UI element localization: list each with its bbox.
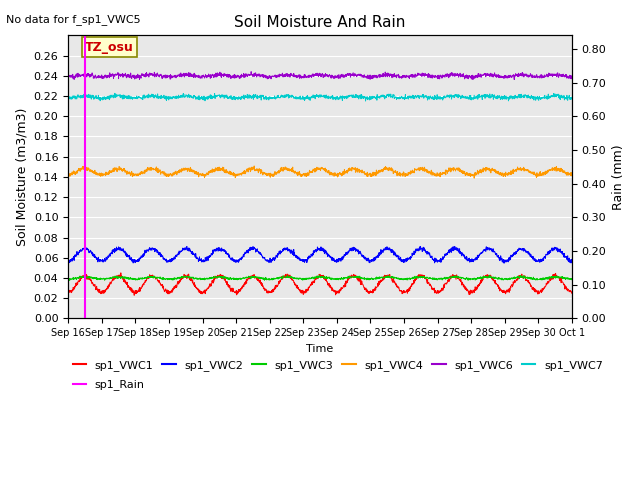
sp1_VWC4 bbox=[310, 167, 317, 173]
Line: sp1_VWC4: sp1_VWC4 bbox=[68, 166, 572, 178]
Line: sp1_VWC3: sp1_VWC3 bbox=[68, 276, 572, 280]
sp1_VWC4 bbox=[64, 173, 72, 179]
sp1_VWC2 bbox=[296, 255, 303, 261]
Title: Soil Moisture And Rain: Soil Moisture And Rain bbox=[234, 15, 406, 30]
sp1_VWC2 bbox=[554, 249, 562, 255]
sp1_VWC1 bbox=[64, 289, 72, 295]
sp1_VWC3 bbox=[568, 277, 576, 283]
Text: TZ_osu: TZ_osu bbox=[85, 40, 134, 53]
sp1_VWC2 bbox=[568, 258, 576, 264]
sp1_VWC7 bbox=[111, 90, 118, 96]
sp1_VWC4 bbox=[90, 170, 98, 176]
sp1_VWC2 bbox=[500, 260, 508, 266]
sp1_VWC7 bbox=[296, 93, 304, 99]
sp1_VWC4 bbox=[296, 171, 304, 177]
sp1_VWC1 bbox=[461, 287, 469, 292]
sp1_VWC7 bbox=[64, 96, 72, 102]
sp1_VWC3 bbox=[554, 275, 562, 281]
sp1_VWC1 bbox=[131, 292, 138, 298]
sp1_VWC1 bbox=[296, 289, 304, 295]
sp1_VWC3 bbox=[66, 277, 74, 283]
sp1_VWC2 bbox=[64, 259, 72, 264]
Y-axis label: Rain (mm): Rain (mm) bbox=[612, 144, 625, 210]
Y-axis label: Soil Moisture (m3/m3): Soil Moisture (m3/m3) bbox=[15, 108, 28, 246]
sp1_VWC3 bbox=[310, 276, 317, 282]
sp1_VWC4 bbox=[554, 166, 562, 172]
sp1_VWC1 bbox=[554, 274, 561, 279]
sp1_VWC6 bbox=[64, 74, 72, 80]
Line: sp1_VWC2: sp1_VWC2 bbox=[68, 246, 572, 263]
sp1_VWC6 bbox=[310, 71, 317, 77]
sp1_VWC4 bbox=[250, 163, 258, 169]
sp1_VWC4 bbox=[568, 170, 576, 176]
Text: No data for f_sp1_VWC5: No data for f_sp1_VWC5 bbox=[6, 14, 141, 25]
sp1_VWC3 bbox=[296, 275, 304, 281]
sp1_VWC4 bbox=[461, 172, 469, 178]
sp1_VWC1 bbox=[568, 290, 576, 296]
sp1_VWC7 bbox=[362, 98, 369, 104]
sp1_VWC1 bbox=[554, 275, 562, 280]
sp1_VWC7 bbox=[568, 96, 576, 102]
sp1_VWC6 bbox=[554, 70, 562, 76]
sp1_VWC4 bbox=[470, 175, 478, 181]
sp1_VWC6 bbox=[568, 73, 576, 79]
sp1_VWC7 bbox=[461, 95, 469, 101]
sp1_VWC3 bbox=[316, 273, 323, 278]
sp1_VWC6 bbox=[90, 73, 98, 79]
Line: sp1_VWC1: sp1_VWC1 bbox=[68, 273, 572, 295]
X-axis label: Time: Time bbox=[307, 344, 333, 354]
sp1_VWC6 bbox=[469, 77, 477, 83]
Line: sp1_VWC6: sp1_VWC6 bbox=[68, 72, 572, 80]
sp1_VWC2 bbox=[461, 254, 469, 260]
sp1_VWC6 bbox=[461, 74, 469, 80]
sp1_VWC1 bbox=[117, 270, 125, 276]
sp1_VWC7 bbox=[90, 96, 98, 102]
sp1_VWC3 bbox=[64, 276, 72, 282]
Line: sp1_VWC7: sp1_VWC7 bbox=[68, 93, 572, 101]
sp1_VWC6 bbox=[247, 69, 255, 74]
sp1_VWC1 bbox=[90, 282, 98, 288]
sp1_VWC6 bbox=[554, 70, 561, 76]
sp1_VWC4 bbox=[554, 168, 561, 173]
sp1_VWC6 bbox=[296, 72, 304, 78]
sp1_VWC3 bbox=[554, 274, 561, 280]
sp1_VWC3 bbox=[90, 275, 98, 281]
sp1_VWC2 bbox=[309, 252, 317, 257]
sp1_VWC1 bbox=[310, 279, 317, 285]
sp1_VWC2 bbox=[417, 243, 424, 249]
sp1_VWC7 bbox=[554, 93, 562, 98]
Legend: sp1_Rain: sp1_Rain bbox=[68, 375, 149, 395]
sp1_VWC7 bbox=[310, 93, 317, 99]
sp1_VWC7 bbox=[554, 93, 561, 98]
sp1_VWC2 bbox=[90, 253, 98, 259]
sp1_VWC2 bbox=[554, 247, 561, 253]
sp1_VWC3 bbox=[461, 276, 469, 282]
